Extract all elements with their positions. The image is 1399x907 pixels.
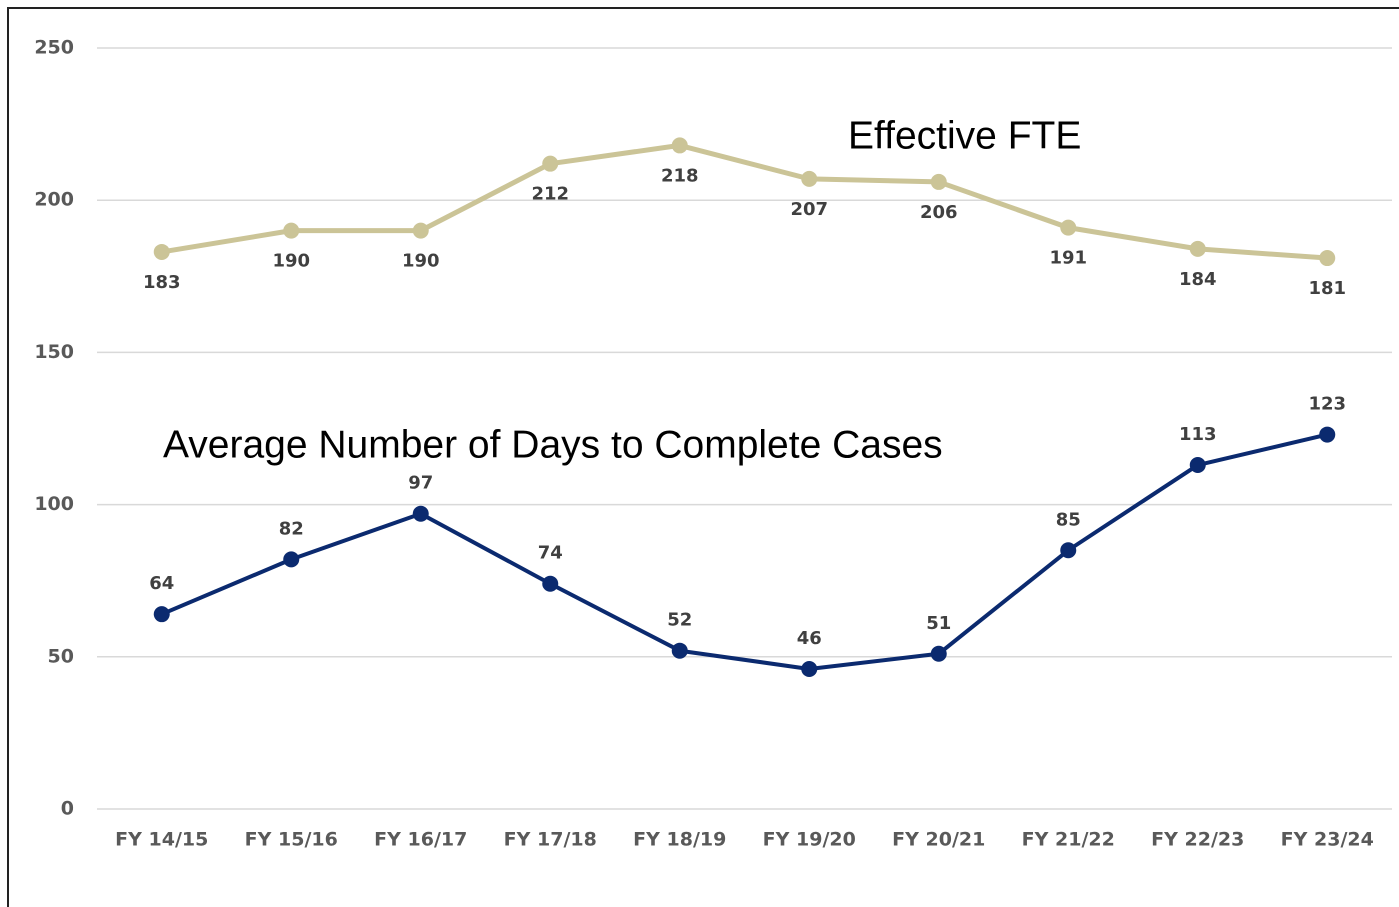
x-tick-label: FY 18/19 xyxy=(633,829,726,851)
x-tick-label: FY 20/21 xyxy=(892,829,985,851)
data-label: 190 xyxy=(402,251,440,272)
point xyxy=(153,243,170,260)
point xyxy=(1060,542,1077,559)
data-label: 212 xyxy=(531,184,569,205)
series-line xyxy=(161,142,1328,261)
data-label: 191 xyxy=(1049,248,1087,269)
series-annotation: Average Number of Days to Complete Cases xyxy=(163,423,943,466)
frame xyxy=(7,7,1399,907)
point xyxy=(1189,240,1206,257)
point xyxy=(930,645,947,662)
point xyxy=(671,642,688,659)
x-tick-label: FY 15/16 xyxy=(245,829,338,851)
point xyxy=(1319,250,1336,267)
y-tick-label: 0 xyxy=(61,798,74,820)
x-tick-label: FY 23/24 xyxy=(1281,829,1374,851)
point xyxy=(1319,426,1336,443)
x-tick-label: FY 14/15 xyxy=(115,829,208,851)
x-tick-label: FY 19/20 xyxy=(763,829,856,851)
x-tick-label: FY 17/18 xyxy=(504,829,597,851)
point xyxy=(412,505,429,522)
data-label: 190 xyxy=(272,251,310,272)
point xyxy=(283,551,300,568)
data-label: 113 xyxy=(1179,424,1217,445)
data-label: 46 xyxy=(797,628,822,649)
data-label: 183 xyxy=(143,272,181,293)
data-label: 207 xyxy=(790,199,828,220)
data-label: 206 xyxy=(920,202,958,223)
data-label: 51 xyxy=(926,613,951,634)
y-tick-label: 250 xyxy=(34,37,74,59)
series-annotation: Effective FTE xyxy=(848,114,1081,157)
y-tick-label: 50 xyxy=(48,645,74,667)
x-tick-label: FY 21/22 xyxy=(1022,829,1115,851)
data-label: 123 xyxy=(1308,394,1346,415)
data-label: 181 xyxy=(1308,278,1346,299)
point xyxy=(283,222,300,239)
point xyxy=(930,173,947,190)
point xyxy=(412,222,429,239)
data-label: 74 xyxy=(538,543,563,564)
point xyxy=(801,170,818,187)
series-line xyxy=(160,432,1328,671)
y-tick-label: 100 xyxy=(34,493,74,515)
point xyxy=(153,606,170,623)
data-label: 85 xyxy=(1056,509,1081,530)
data-label: 97 xyxy=(408,473,433,494)
point xyxy=(1189,457,1206,474)
point xyxy=(542,575,559,592)
data-label: 184 xyxy=(1179,269,1217,290)
y-tick-label: 200 xyxy=(34,189,74,211)
data-label: 52 xyxy=(667,610,692,631)
data-label: 64 xyxy=(149,573,174,594)
data-label: 82 xyxy=(279,518,304,539)
point xyxy=(1060,219,1077,236)
y-tick-label: 150 xyxy=(34,341,74,363)
data-label: 218 xyxy=(661,165,699,186)
point xyxy=(671,137,688,154)
point xyxy=(801,660,818,677)
x-tick-label: FY 22/23 xyxy=(1151,829,1244,851)
point xyxy=(542,155,559,172)
x-tick-label: FY 16/17 xyxy=(374,829,467,851)
